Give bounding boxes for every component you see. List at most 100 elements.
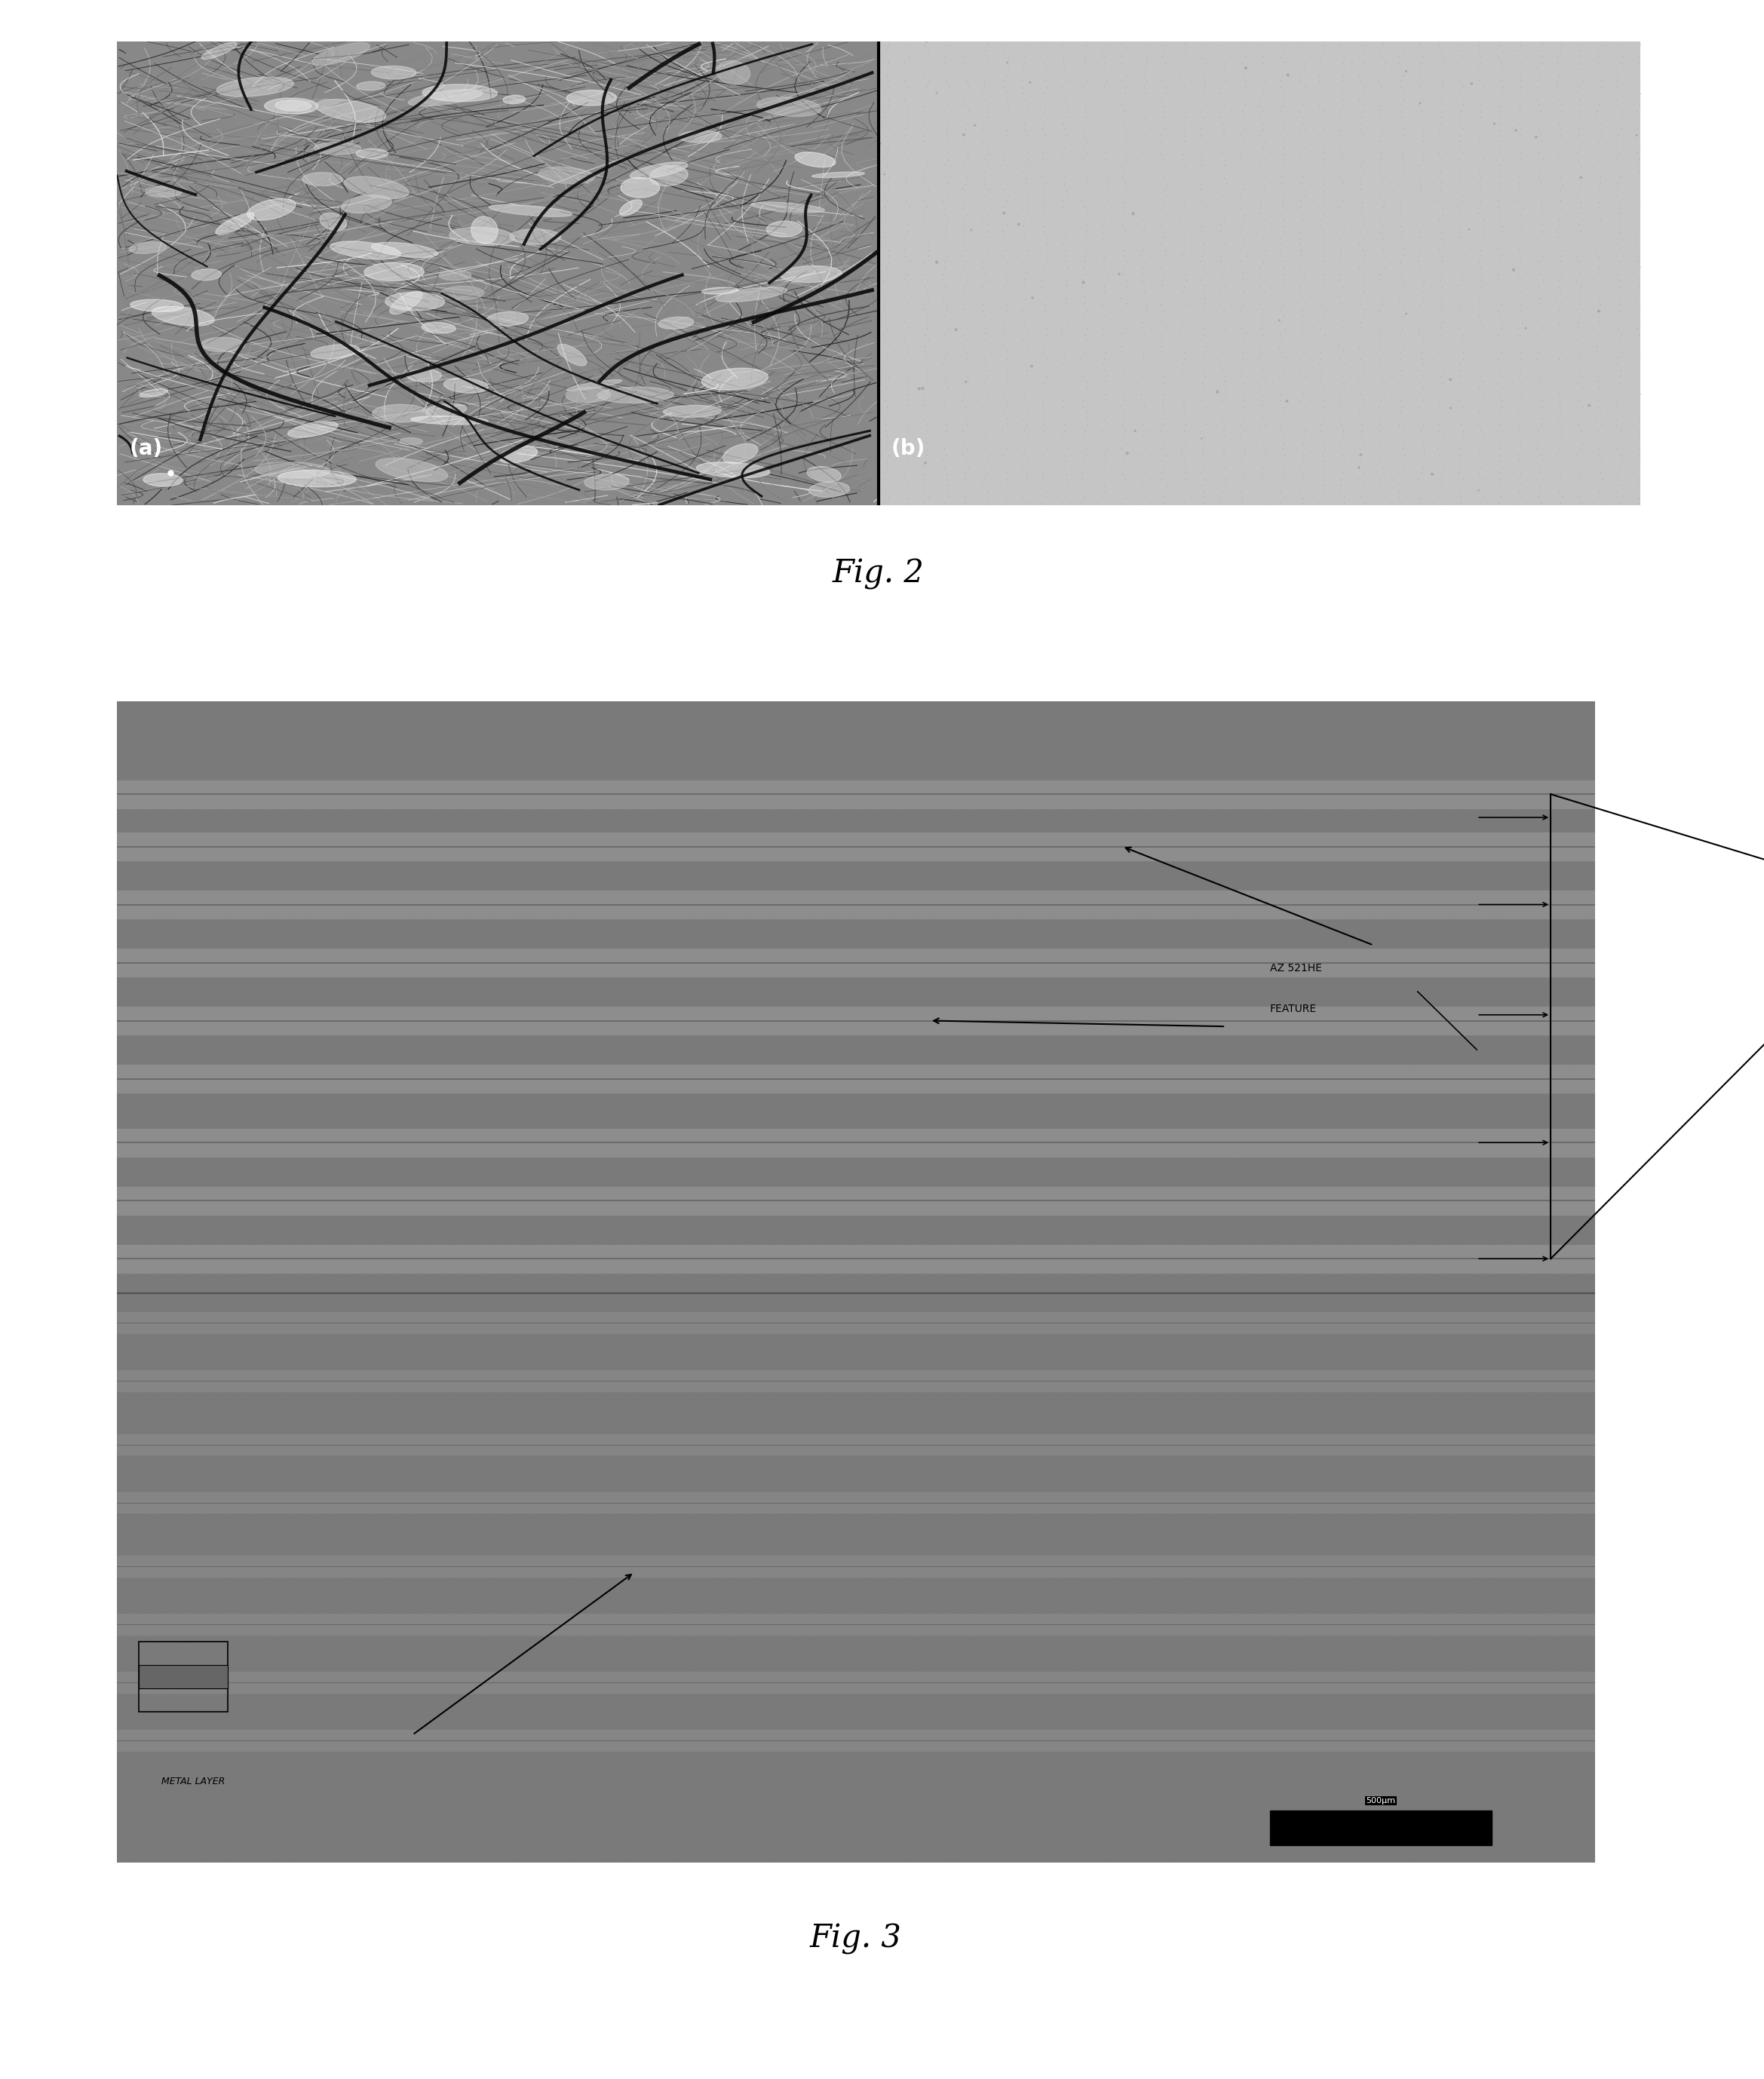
Point: [901, 1027, 930, 1060]
Point: [649, 1655, 677, 1688]
Point: [693, 902, 721, 936]
Point: [399, 1123, 427, 1156]
Point: [797, 1146, 826, 1179]
Point: [596, 1811, 624, 1844]
Point: [120, 1489, 148, 1522]
Point: [436, 1333, 464, 1366]
Point: [1450, 1605, 1478, 1638]
Point: [836, 1403, 864, 1437]
Point: [1342, 1102, 1371, 1135]
Point: [852, 1069, 880, 1102]
Point: [651, 736, 679, 769]
Point: [916, 988, 944, 1021]
Point: [1249, 1416, 1277, 1449]
Point: [212, 1790, 240, 1823]
Point: [916, 933, 944, 967]
Point: [1348, 64, 1376, 98]
Point: [891, 347, 919, 380]
Point: [1076, 1740, 1104, 1773]
Point: [1053, 306, 1081, 339]
Point: [810, 1270, 838, 1304]
Point: [907, 1811, 935, 1844]
Point: [984, 1017, 1013, 1050]
Point: [877, 1279, 905, 1312]
Point: [1491, 1771, 1519, 1805]
Point: [1170, 954, 1198, 988]
Point: [1409, 437, 1438, 470]
Point: [212, 850, 240, 884]
Point: [785, 1351, 813, 1385]
Point: [1357, 1707, 1385, 1740]
Point: [1409, 954, 1438, 988]
Point: [1131, 1185, 1159, 1218]
Point: [490, 1351, 519, 1385]
Point: [1129, 832, 1157, 865]
Point: [450, 1655, 478, 1688]
Point: [1542, 1343, 1570, 1376]
Point: [1048, 1447, 1076, 1480]
Point: [1286, 125, 1314, 158]
Point: [718, 1416, 746, 1449]
Point: [718, 1364, 746, 1397]
Point: [677, 1738, 706, 1771]
Point: [1464, 1478, 1492, 1511]
Point: [866, 726, 894, 759]
Point: [1429, 150, 1457, 183]
Point: [1289, 1570, 1318, 1603]
Point: [1408, 1008, 1436, 1042]
Point: [951, 119, 979, 152]
Point: [1074, 1331, 1102, 1364]
Point: [1448, 965, 1476, 998]
Point: [106, 1216, 134, 1249]
Point: [1275, 1507, 1304, 1541]
Point: [409, 1416, 437, 1449]
Point: [1487, 717, 1515, 751]
Point: [1603, 264, 1632, 297]
Point: [425, 1613, 453, 1647]
Point: [399, 1069, 427, 1102]
Point: [1208, 1549, 1237, 1582]
Point: [665, 1123, 693, 1156]
Point: [755, 1823, 783, 1857]
Point: [998, 1289, 1027, 1322]
Point: [198, 996, 226, 1029]
Point: [956, 1133, 984, 1166]
Point: [171, 1611, 199, 1644]
Point: [1408, 220, 1436, 254]
Point: [173, 1676, 201, 1709]
Point: [1007, 245, 1035, 279]
Point: [453, 1561, 482, 1595]
Point: [1115, 1476, 1143, 1509]
Point: [1090, 1686, 1118, 1719]
Point: [1289, 1761, 1318, 1794]
Point: [464, 1530, 492, 1563]
Point: [279, 1027, 307, 1060]
Point: [810, 954, 838, 988]
Point: [997, 1362, 1025, 1395]
Point: [399, 1842, 427, 1875]
Point: [968, 270, 997, 304]
Point: [1035, 1322, 1064, 1356]
Point: [1021, 1110, 1050, 1143]
Point: [984, 1027, 1013, 1060]
Point: [1261, 832, 1289, 865]
Point: [871, 227, 900, 260]
Point: [1409, 283, 1438, 316]
Point: [1009, 77, 1037, 110]
Point: [295, 819, 323, 852]
Point: [1344, 331, 1372, 364]
Point: [1104, 1842, 1132, 1875]
Point: [930, 998, 958, 1031]
Point: [1462, 778, 1491, 811]
Point: [171, 1811, 199, 1844]
Point: [1268, 54, 1297, 87]
Point: [785, 1364, 813, 1397]
Point: [1249, 426, 1277, 459]
Point: [1404, 179, 1432, 212]
Point: [1231, 395, 1259, 428]
Point: [863, 998, 891, 1031]
Point: [1544, 902, 1572, 936]
Point: [374, 705, 402, 738]
Point: [385, 726, 413, 759]
Point: [120, 1281, 148, 1314]
